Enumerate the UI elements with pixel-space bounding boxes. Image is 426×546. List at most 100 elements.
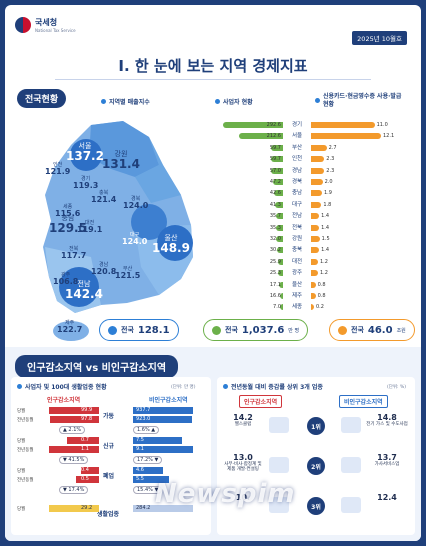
row-period-label: 전년동월 bbox=[17, 418, 34, 423]
card-heading: 신용카드·현금영수증 사용·발급현황 bbox=[315, 93, 405, 108]
agency-name-en: National Tax Service bbox=[35, 28, 76, 33]
national-badge: 전국현황 bbox=[17, 89, 67, 108]
card-value: 1.5 bbox=[321, 236, 330, 242]
business-bar bbox=[279, 293, 283, 299]
bar-region-name: 강원 bbox=[291, 236, 303, 242]
business-bar bbox=[277, 270, 283, 277]
compare-section: 인구감소지역 vs 비인구감소지역 사업자 및 100대 생활업종 현황 (단위… bbox=[5, 347, 421, 541]
decl-bar bbox=[49, 446, 99, 453]
card-value: 0.2 bbox=[316, 304, 324, 311]
card-value: 2.0 bbox=[324, 179, 333, 185]
decl-value: 0.7 bbox=[81, 437, 89, 443]
decl-industry-icon bbox=[269, 457, 289, 473]
nondecl-value: 937.7 bbox=[136, 407, 151, 413]
decl-value: 99.9 bbox=[81, 407, 93, 413]
bar-region-name: 경남 bbox=[291, 167, 303, 174]
row-period-label: 당월 bbox=[17, 507, 26, 512]
nondecl-rank-name: 가사서비스업 bbox=[374, 462, 400, 467]
nondecl-value: 4.6 bbox=[136, 467, 144, 473]
row-period-label: 당월 bbox=[17, 409, 26, 414]
region-label-chungbuk: 충북 121.4 bbox=[91, 190, 117, 205]
rank-badge: 2위 bbox=[307, 457, 325, 475]
card-value: 2.3 bbox=[326, 167, 335, 174]
region-label-ulsan: 울산 148.9 bbox=[152, 234, 190, 256]
card-value: 2.3 bbox=[326, 156, 335, 163]
region-label-daegu: 대구 124.0 bbox=[122, 232, 148, 247]
decl-rank-header: 인구감소지역 bbox=[239, 395, 283, 408]
card-value: 1.9 bbox=[323, 190, 332, 197]
decl-rank-item: 14.2 헬스클럽 bbox=[223, 413, 263, 427]
card-bar bbox=[311, 281, 316, 288]
card-bar bbox=[311, 122, 375, 128]
card-bar bbox=[311, 236, 320, 242]
agency-name: 국세청 bbox=[35, 18, 58, 27]
region-north-shape bbox=[89, 121, 159, 177]
nondecl-rank-value: 14.8 bbox=[377, 413, 397, 422]
card-value: 1.2 bbox=[319, 270, 328, 277]
card-bar bbox=[311, 224, 320, 231]
business-bar bbox=[276, 236, 283, 242]
business-heading: 사업자 현황 bbox=[215, 97, 253, 106]
nondecl-rank-value: 12.4 bbox=[377, 493, 397, 502]
card-bar bbox=[311, 270, 318, 277]
rank-badge: 1위 bbox=[307, 417, 325, 435]
decl-bar bbox=[76, 476, 99, 483]
nondecl-change-badge: 1.6% ▲ bbox=[133, 426, 160, 434]
card-bar bbox=[311, 201, 322, 208]
nondecl-industry-icon bbox=[341, 497, 361, 513]
business-bar bbox=[275, 224, 283, 231]
bullet-icon bbox=[223, 384, 228, 389]
row-period-label: 당월 bbox=[17, 439, 26, 444]
group-label: 가동 bbox=[103, 413, 115, 420]
region-label-gangwon: 강원 131.4 bbox=[102, 150, 140, 172]
bar-region-name: 대구 bbox=[291, 201, 303, 208]
card-bar bbox=[311, 247, 320, 254]
region-label-seoul: 서울 137.2 bbox=[66, 142, 104, 164]
decl-rank-name: 사무·비사·합정계 및 제품 개발·컨설팅 bbox=[224, 462, 262, 473]
decl-header: 인구감소지역 bbox=[47, 397, 81, 404]
business-value: 47.2 bbox=[269, 179, 281, 185]
korea-map bbox=[43, 121, 193, 341]
bullet-icon bbox=[101, 99, 106, 104]
card-bar bbox=[311, 293, 316, 299]
row-period-label: 전년동월 bbox=[17, 448, 34, 453]
nondecl-bar bbox=[133, 416, 193, 423]
nondecl-bar bbox=[133, 437, 183, 444]
nondecl-rank-header: 비인구감소지역 bbox=[339, 395, 388, 408]
left-unit: (단위: 만 명) bbox=[171, 385, 196, 390]
nondecl-bar bbox=[133, 476, 170, 483]
business-value: 32.0 bbox=[269, 236, 281, 242]
right-panel: 전년동월 대비 증감률 상위 3개 업종 (단위: %) 인구감소지역 비인구감… bbox=[217, 377, 415, 535]
compare-title: 인구감소지역 vs 비인구감소지역 bbox=[15, 355, 179, 378]
card-bar bbox=[311, 190, 322, 197]
business-value: 42.6 bbox=[269, 190, 281, 197]
bullet-icon bbox=[108, 325, 117, 335]
nondecl-bar bbox=[133, 505, 193, 512]
business-total-chip: 전국 1,037.6 만 명 bbox=[203, 319, 309, 341]
decl-rank-name: 헬스클럽 bbox=[234, 422, 252, 427]
nondecl-bar bbox=[133, 467, 164, 474]
region-label-gyeonggi: 경기 119.3 bbox=[73, 176, 99, 191]
bullet-icon bbox=[212, 325, 221, 335]
decl-value: 1.1 bbox=[81, 446, 89, 452]
bar-region-name: 제주 bbox=[291, 293, 303, 299]
business-value: 25.3 bbox=[269, 270, 281, 277]
decl-industry-icon bbox=[269, 497, 289, 513]
decl-bar bbox=[49, 505, 99, 512]
business-bar bbox=[279, 281, 283, 288]
row-period-label: 전년동월 bbox=[17, 478, 34, 483]
bar-region-name: 경북 bbox=[291, 179, 303, 185]
nondecl-rank-item: 14.8 전기 가스 및 수도사업 bbox=[365, 413, 409, 427]
left-panel: 사업자 및 100대 생활업종 현황 (단위: 만 명) 인구감소지역 비인구감… bbox=[11, 377, 211, 535]
business-value: 212.6 bbox=[266, 133, 281, 140]
right-panel-heading: 전년동월 대비 증감률 상위 3개 업종 bbox=[223, 382, 323, 391]
decl-value: 97.8 bbox=[81, 416, 93, 422]
nondecl-rank-value: 13.7 bbox=[377, 453, 397, 462]
region-label-busan: 부산 121.5 bbox=[115, 266, 141, 281]
region-label-gwangju: 광주 106.8 bbox=[53, 272, 79, 287]
bar-region-name: 서울 bbox=[291, 133, 303, 140]
card-value: 0.8 bbox=[317, 281, 326, 288]
nondecl-value: 923.0 bbox=[136, 416, 151, 422]
business-value: 17.1 bbox=[269, 281, 281, 288]
issue-date-badge: 2025년 10월호 bbox=[352, 31, 407, 45]
